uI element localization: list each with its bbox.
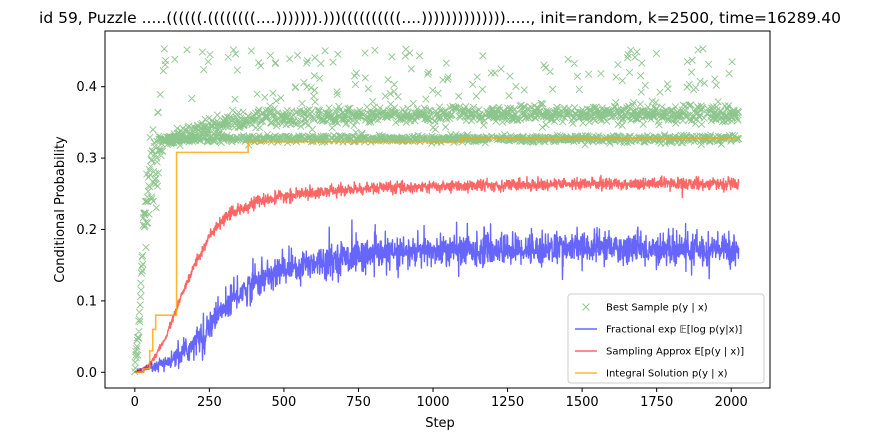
x-tick-label: 2000 <box>715 395 748 410</box>
series-step-line <box>134 137 739 374</box>
series-3 <box>134 137 739 374</box>
legend-item: Sampling Approx E[p(y | x)] <box>575 347 744 358</box>
series-line <box>134 219 740 373</box>
x-tick-label: 1000 <box>416 395 449 410</box>
y-tick-label: 0.4 <box>76 80 97 95</box>
legend: Best Sample p(y | x) Fractional exp 𝔼[log… <box>567 293 765 384</box>
legend-label: Integral Solution p(y | x) <box>606 369 728 380</box>
legend-marker <box>582 303 590 311</box>
x-tick-label: 750 <box>346 395 371 410</box>
legend-item: Integral Solution p(y | x) <box>575 369 728 380</box>
legend-item: Fractional exp 𝔼[log p(y|x)] <box>575 325 742 336</box>
x-tick-label: 1750 <box>640 395 673 410</box>
y-axis-label: Conditional Probability <box>53 136 68 283</box>
y-axis: 0.0 0.1 0.2 0.3 0.4 <box>76 80 105 381</box>
y-tick-label: 0.1 <box>76 294 97 309</box>
legend-label: Sampling Approx E[p(y | x)] <box>606 347 744 358</box>
y-tick-label: 0.3 <box>76 152 97 167</box>
y-tick-label: 0.2 <box>76 223 97 238</box>
chart-title: id 59, Puzzle .....((((((.((((((((....))… <box>39 9 841 27</box>
legend-item: Best Sample p(y | x) <box>582 303 708 314</box>
x-axis-label: Step <box>425 416 455 431</box>
y-tick-label: 0.0 <box>76 366 97 381</box>
legend-label: Best Sample p(y | x) <box>606 303 708 314</box>
x-tick-label: 1500 <box>566 395 599 410</box>
series-1 <box>134 219 740 373</box>
x-tick-label: 250 <box>197 395 222 410</box>
x-tick-label: 1250 <box>491 395 524 410</box>
series-line <box>134 174 740 373</box>
x-tick-label: 500 <box>272 395 297 410</box>
series-2 <box>134 174 740 373</box>
x-axis: 0 250 500 750 1000 1250 1500 1750 2000 <box>131 388 748 410</box>
legend-label: Fractional exp 𝔼[log p(y|x)] <box>606 325 742 336</box>
axes-frame <box>104 30 771 389</box>
plot-area <box>131 45 743 376</box>
x-tick-label: 0 <box>131 395 139 410</box>
legend-box <box>567 293 765 384</box>
